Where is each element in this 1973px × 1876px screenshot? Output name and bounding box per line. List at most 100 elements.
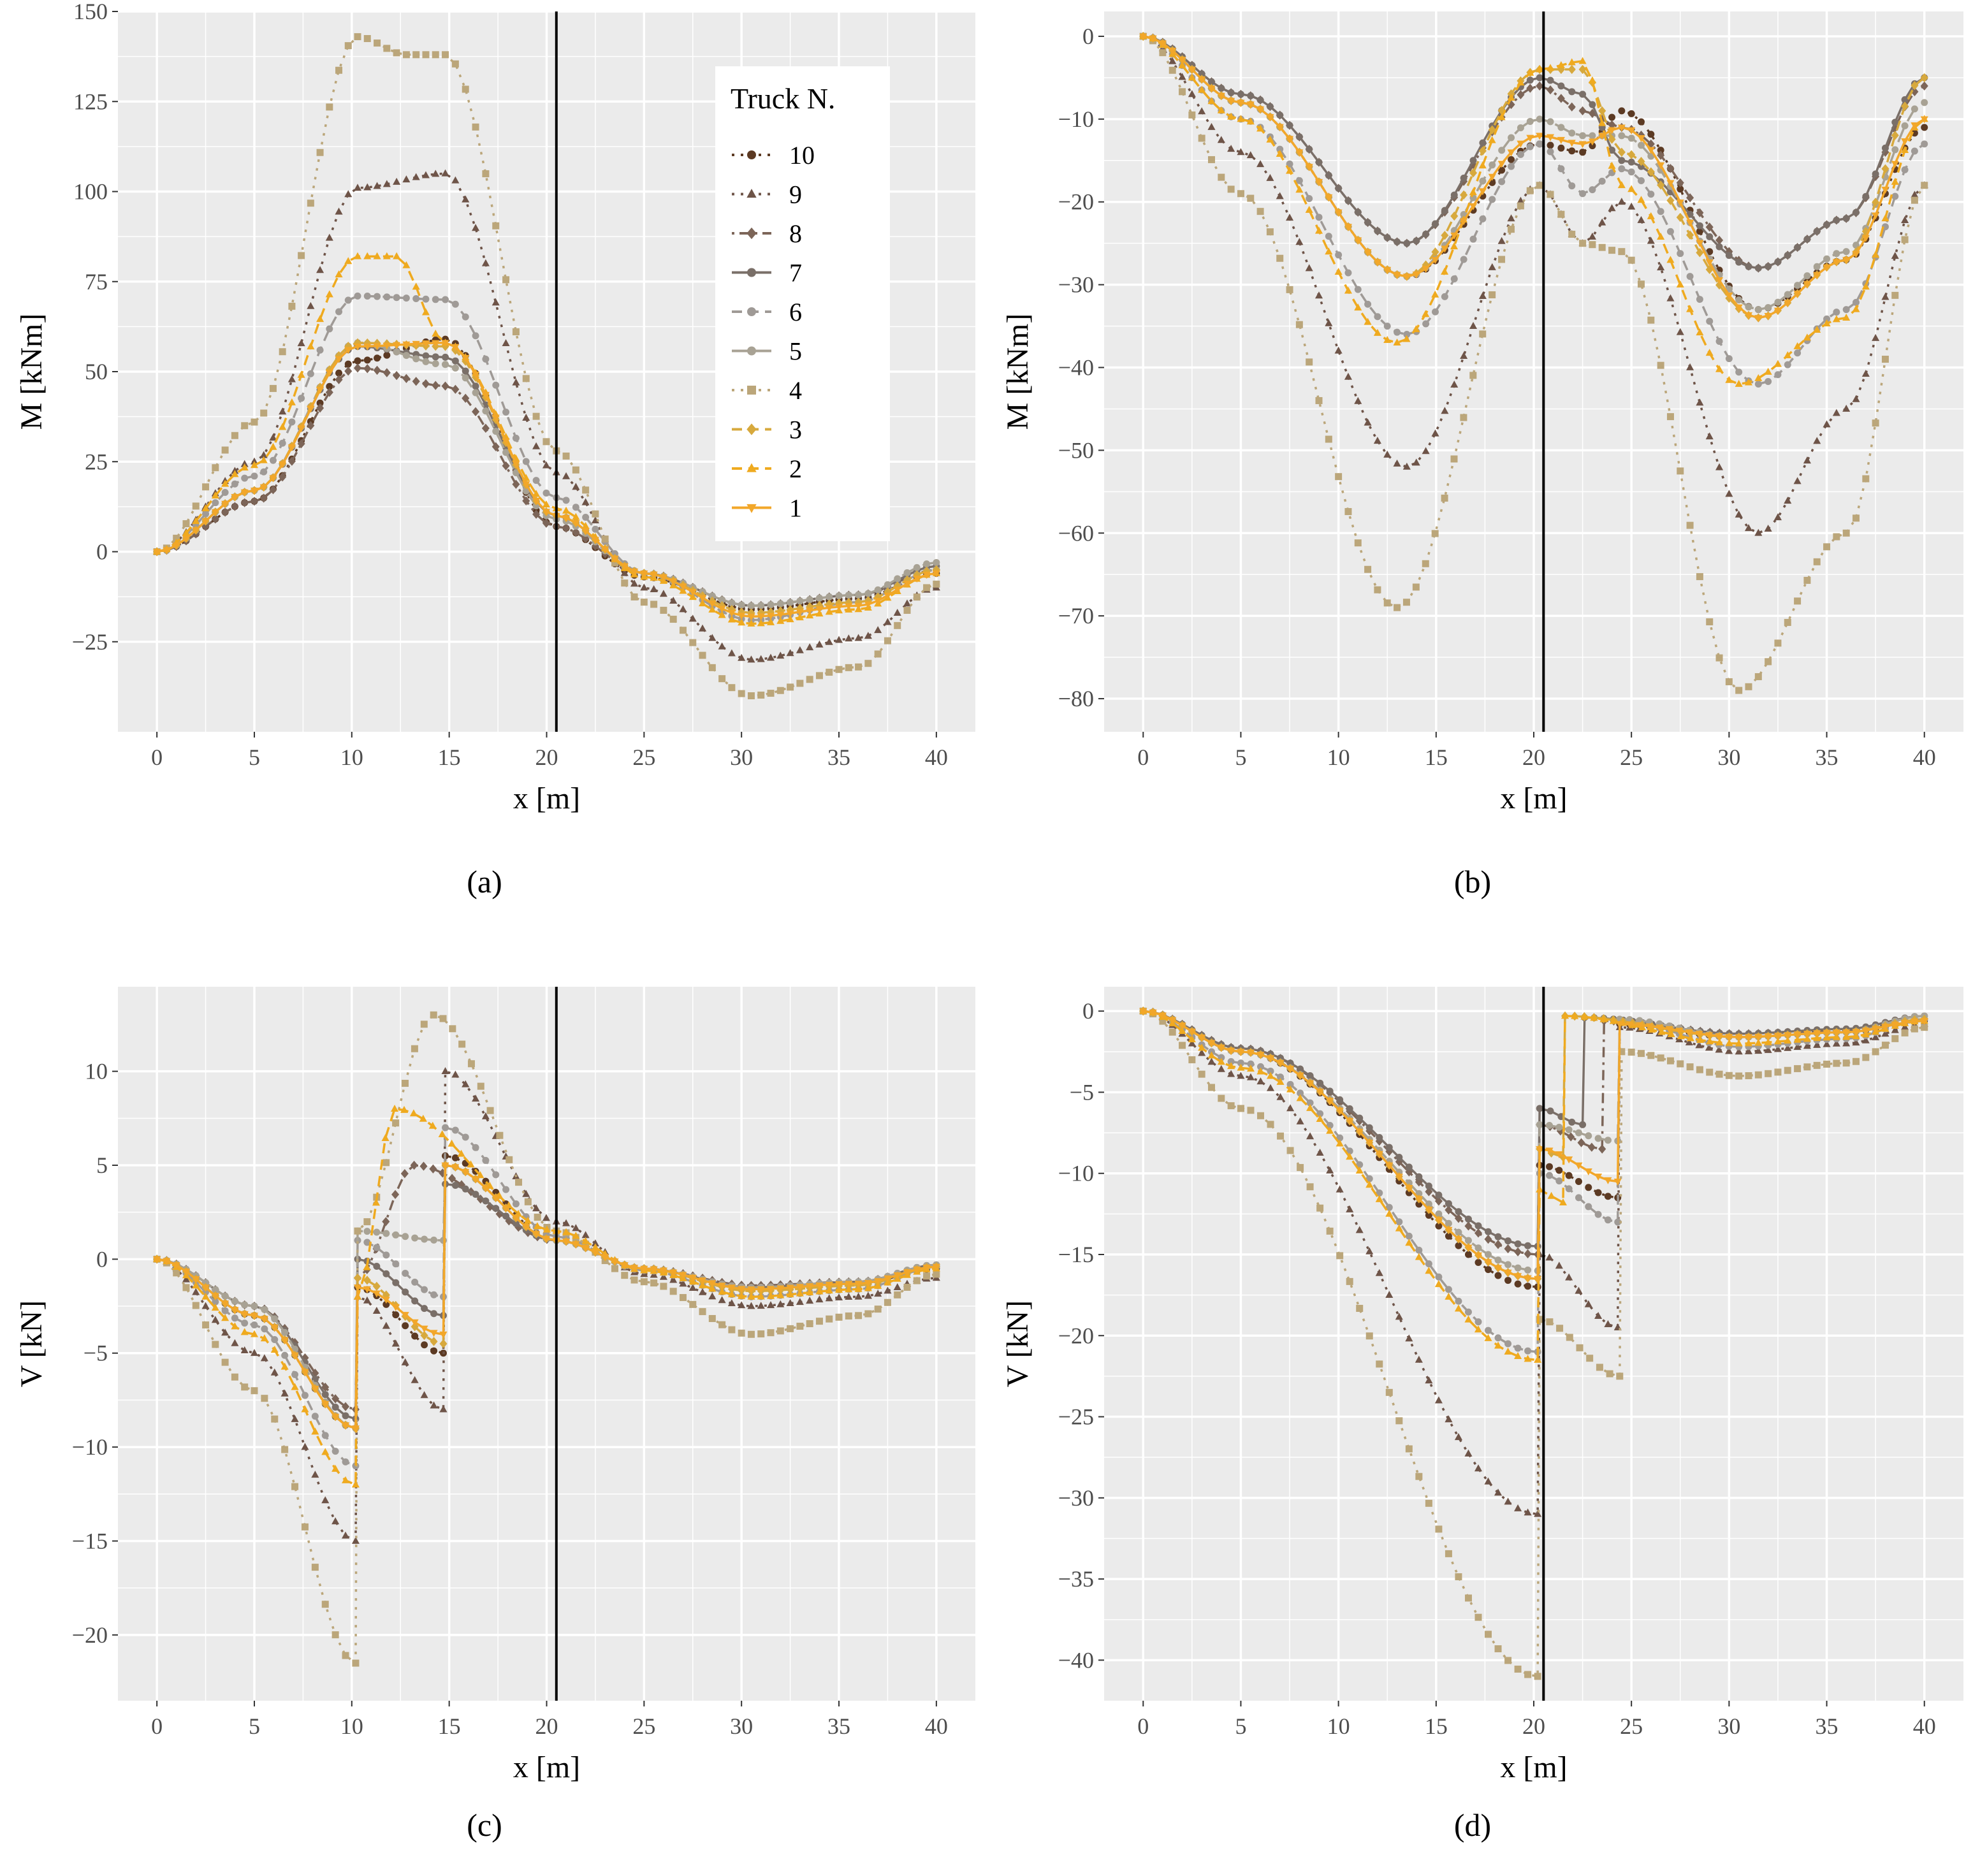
data-point-truck-6-d (1277, 1073, 1285, 1081)
data-point-truck-6-d (1286, 1080, 1294, 1088)
data-point-truck-4-d (1425, 1499, 1432, 1507)
y-tick-label-a: 25 (85, 449, 108, 474)
data-point-truck-5-d (1585, 1132, 1592, 1140)
data-point-truck-10-a (383, 351, 391, 359)
data-point-truck-6-b (1441, 293, 1448, 300)
data-point-truck-1-a (572, 520, 580, 528)
data-point-truck-6-c (221, 1307, 229, 1314)
data-point-truck-2-b (1823, 319, 1831, 327)
data-point-truck-1-b (1276, 124, 1284, 131)
data-point-truck-7-d (1286, 1059, 1294, 1067)
data-point-truck-1-b (1598, 133, 1606, 140)
data-point-truck-1-c (776, 1285, 785, 1293)
data-point-truck-3-b (1872, 198, 1880, 207)
data-point-truck-2-d (1276, 1077, 1285, 1085)
data-point-truck-1-d (1188, 1028, 1196, 1036)
data-point-truck-2-d (1227, 1062, 1235, 1070)
y-axis-label-b: M [kNm] (1001, 314, 1035, 430)
caption-c: (c) (467, 1807, 502, 1843)
data-point-truck-4-b (1598, 244, 1606, 251)
data-point-truck-10-c (451, 1154, 459, 1161)
data-point-truck-8-b (1666, 164, 1675, 173)
data-point-truck-10-d (1594, 1189, 1602, 1196)
data-point-truck-9-c (708, 1292, 717, 1300)
x-tick-label-c: 40 (925, 1713, 948, 1739)
data-point-truck-8-a (316, 404, 324, 413)
data-point-truck-9-c (231, 1339, 239, 1346)
data-point-truck-8-a (522, 496, 530, 505)
data-point-truck-1-c (491, 1195, 500, 1202)
data-point-truck-5-b (1589, 132, 1596, 140)
data-point-truck-9-a (522, 413, 530, 421)
data-point-truck-4-a (326, 103, 333, 111)
data-point-truck-2-b (1608, 161, 1616, 169)
data-point-truck-6-c (261, 1325, 268, 1333)
x-tick-label-c: 25 (632, 1713, 655, 1739)
data-point-truck-2-c (727, 1290, 736, 1298)
data-point-truck-1-d (1604, 1177, 1612, 1184)
series-line-truck-4-a (156, 35, 937, 697)
data-point-truck-2-c (438, 1130, 446, 1137)
data-point-truck-5-a (835, 592, 843, 600)
y-tick-label-c: 5 (96, 1153, 108, 1178)
data-point-truck-6-a (592, 525, 599, 533)
data-point-truck-7-b (1745, 263, 1752, 270)
data-point-truck-9-d (1425, 1376, 1433, 1384)
data-point-truck-4-a (316, 149, 324, 156)
data-point-truck-1-d (1276, 1059, 1285, 1067)
data-point-truck-6-c (363, 1239, 371, 1246)
data-point-truck-1-a (491, 414, 500, 422)
data-point-truck-7-b (1256, 96, 1264, 104)
data-point-truck-4-a (826, 669, 833, 676)
data-point-truck-6-b (1374, 313, 1381, 321)
data-point-truck-9-a (259, 451, 268, 458)
data-point-truck-4-d (1376, 1360, 1383, 1368)
legend-entry-9: 9 (732, 180, 802, 209)
data-point-truck-9-a (562, 472, 571, 479)
data-point-truck-2-a (182, 528, 191, 536)
data-point-truck-8-a (269, 485, 277, 495)
data-point-truck-4-d (1504, 1657, 1512, 1664)
data-point-truck-4-b (1557, 210, 1565, 218)
data-point-truck-4-d (1586, 1355, 1594, 1362)
data-point-truck-4-d (1267, 1121, 1274, 1128)
series-line-truck-9-c (156, 1070, 937, 1543)
legend-label-6: 6 (789, 298, 802, 326)
data-point-truck-2-a (335, 270, 343, 278)
data-point-truck-6-a (542, 490, 550, 497)
data-point-truck-1-d (1306, 1080, 1314, 1087)
data-point-truck-2-c (321, 1448, 330, 1455)
data-point-truck-9-b (1744, 524, 1753, 532)
data-point-truck-1-a (163, 547, 171, 555)
data-point-truck-6-b (1469, 235, 1477, 243)
data-point-truck-6-b (1344, 269, 1352, 277)
data-point-truck-9-d (1744, 1047, 1753, 1054)
data-point-truck-4-a (747, 692, 755, 699)
data-point-truck-9-b (1735, 510, 1743, 518)
data-point-truck-1-b (1422, 266, 1430, 273)
data-point-truck-9-b (1832, 409, 1840, 416)
x-tick-label-c: 10 (340, 1713, 363, 1739)
data-point-truck-9-b (1207, 122, 1216, 130)
data-point-truck-6-b (1276, 145, 1284, 153)
data-point-truck-4-a (933, 580, 940, 588)
y-tick-label-a: 100 (73, 179, 108, 205)
data-point-truck-2-d (1217, 1058, 1225, 1065)
data-point-truck-4-b (1498, 256, 1506, 263)
data-point-truck-4-b (1394, 604, 1401, 611)
data-point-truck-6-d (1604, 1216, 1612, 1224)
data-point-truck-6-c (492, 1171, 500, 1179)
data-point-truck-1-a (231, 494, 239, 502)
data-point-truck-4-b (1208, 156, 1215, 163)
data-point-truck-9-a (903, 599, 912, 607)
data-point-truck-5-a (412, 355, 420, 363)
data-point-truck-9-b (1460, 351, 1468, 359)
data-point-truck-7-b (1460, 174, 1467, 182)
data-point-truck-9-a (806, 643, 814, 651)
data-point-truck-4-c (496, 1131, 504, 1139)
data-point-truck-2-d (1803, 1035, 1811, 1042)
data-point-truck-7-c (331, 1404, 339, 1411)
data-point-truck-1-a (834, 604, 843, 611)
data-point-truck-1-a (221, 500, 229, 508)
data-point-truck-1-b (1686, 219, 1694, 227)
